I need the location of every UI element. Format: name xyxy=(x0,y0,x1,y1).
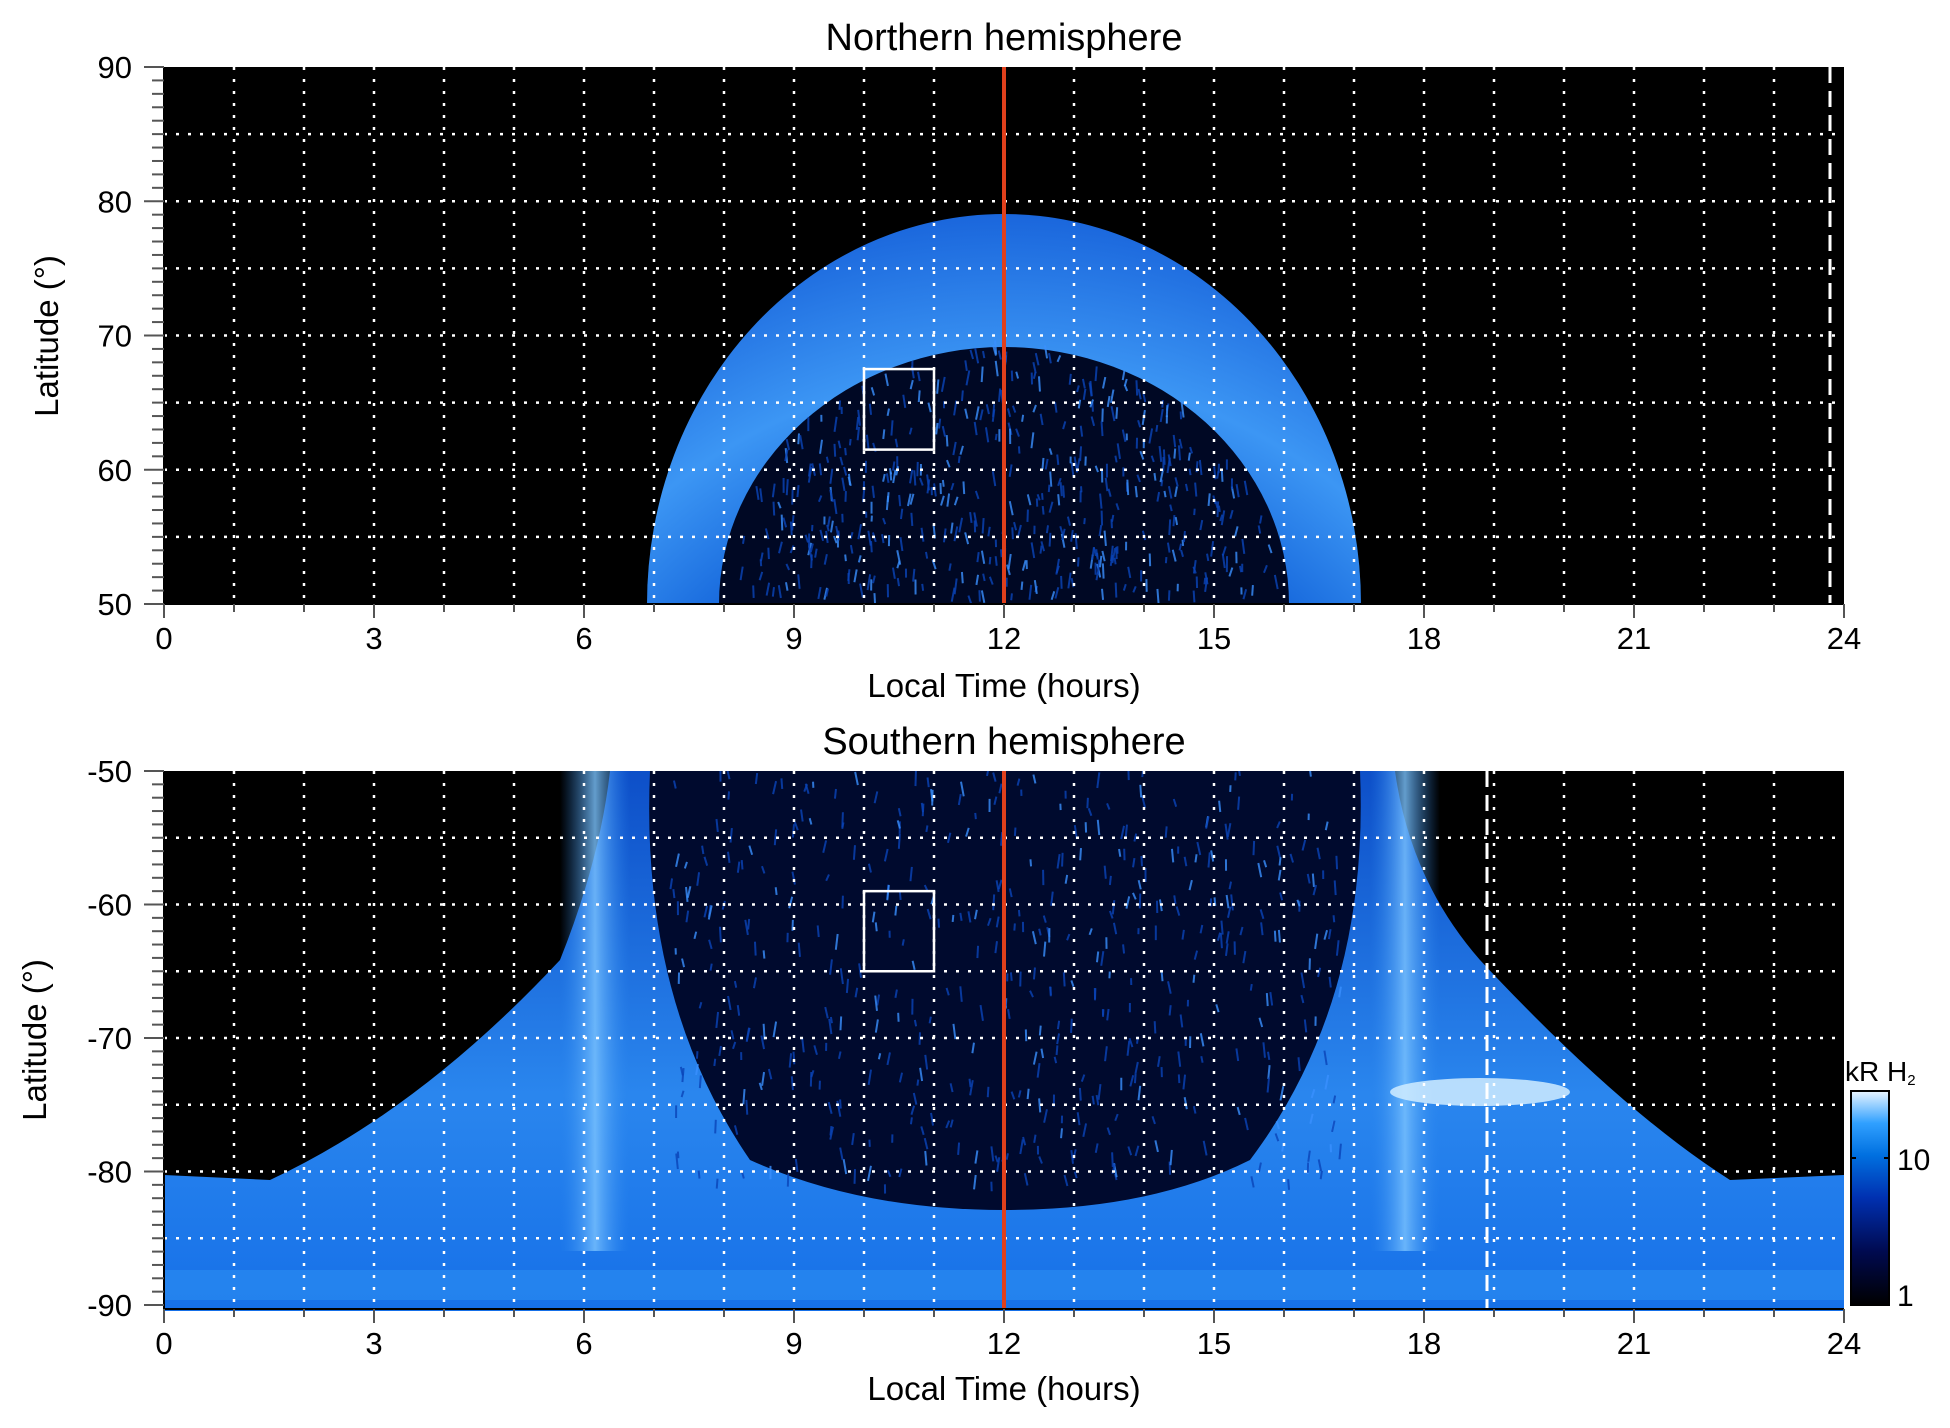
y-tick-label: 90 xyxy=(98,50,132,85)
colorbar-tick-1: 1 xyxy=(1897,1280,1914,1313)
south-panel: Southern hemisphere 0 3 6 9 12 15 18 21 24 -90 -80… xyxy=(16,721,1861,1407)
south-bright-spot xyxy=(1390,1078,1570,1106)
colorbar-gradient xyxy=(1851,1091,1889,1305)
x-tick-label: 21 xyxy=(1617,1326,1651,1361)
y-tick-label: 60 xyxy=(98,453,132,488)
x-tick-label: 6 xyxy=(575,1326,592,1361)
north-title: Northern hemisphere xyxy=(826,17,1183,59)
x-tick-label: 15 xyxy=(1197,1326,1231,1361)
colorbar-tick-10: 10 xyxy=(1897,1144,1930,1177)
colorbar-label: kR H2 xyxy=(1845,1056,1916,1089)
y-tick-label: -50 xyxy=(87,754,132,789)
y-tick-label: 50 xyxy=(98,587,132,622)
south-dusk-band xyxy=(1370,771,1440,1251)
y-tick-label: -60 xyxy=(87,888,132,923)
y-tick-label: -80 xyxy=(87,1155,132,1190)
x-tick-label: 12 xyxy=(987,1326,1021,1361)
y-tick-label: 80 xyxy=(98,184,132,219)
south-dawn-band xyxy=(560,771,630,1251)
x-tick-label: 3 xyxy=(365,621,382,656)
south-title: Southern hemisphere xyxy=(822,721,1185,763)
y-tick-label: -90 xyxy=(87,1288,132,1323)
south-xlabel: Local Time (hours) xyxy=(867,1370,1140,1407)
x-tick-label: 6 xyxy=(575,621,592,656)
x-tick-label: 12 xyxy=(987,621,1021,656)
x-tick-label: 21 xyxy=(1617,621,1651,656)
x-tick-label: 0 xyxy=(155,1326,172,1361)
colorbar: kR H2 10 1 xyxy=(1845,1056,1930,1313)
x-tick-label: 18 xyxy=(1407,1326,1441,1361)
x-tick-label: 3 xyxy=(365,1326,382,1361)
north-xlabel: Local Time (hours) xyxy=(867,667,1140,704)
x-tick-label: 24 xyxy=(1827,1326,1861,1361)
x-tick-label: 15 xyxy=(1197,621,1231,656)
x-tick-label: 24 xyxy=(1827,621,1861,656)
x-tick-label: 0 xyxy=(155,621,172,656)
x-tick-label: 9 xyxy=(785,1326,802,1361)
x-tick-label: 18 xyxy=(1407,621,1441,656)
y-tick-label: -70 xyxy=(87,1021,132,1056)
x-tick-label: 9 xyxy=(785,621,802,656)
south-ylabel: Latitude (°) xyxy=(16,959,53,1121)
north-ylabel: Latitude (°) xyxy=(28,255,65,417)
y-tick-label: 70 xyxy=(98,319,132,354)
